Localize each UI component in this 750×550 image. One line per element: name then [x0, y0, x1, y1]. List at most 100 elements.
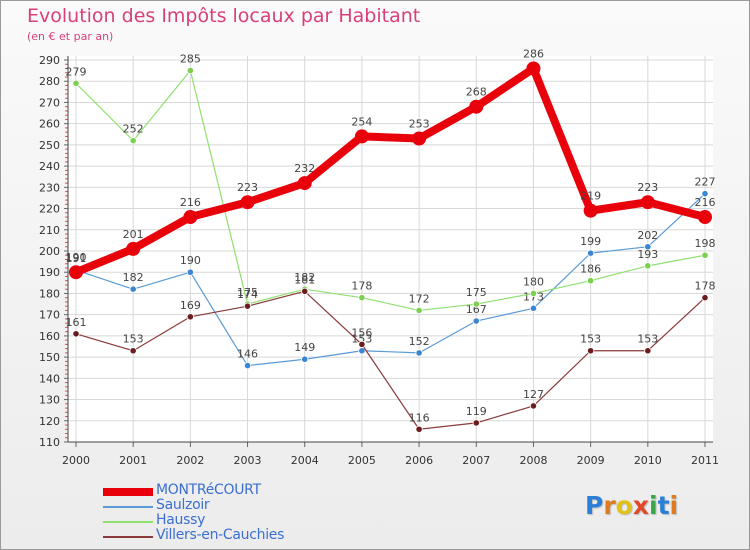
data-point — [129, 137, 137, 145]
data-label: 116 — [409, 411, 430, 424]
data-point — [243, 361, 252, 370]
y-tick-label: 290 — [39, 54, 60, 67]
data-label: 175 — [237, 286, 258, 299]
data-point — [472, 317, 480, 325]
data-point — [301, 287, 309, 295]
legend-swatch — [103, 521, 153, 523]
x-tick-label: 2011 — [691, 454, 719, 467]
y-tick-label: 120 — [39, 415, 60, 428]
data-point — [526, 61, 541, 76]
data-point — [415, 349, 423, 357]
data-label: 180 — [523, 275, 544, 288]
data-point — [358, 294, 366, 302]
data-label: 201 — [123, 228, 144, 241]
plot-area — [68, 56, 713, 442]
data-label: 181 — [294, 273, 315, 286]
data-label: 182 — [123, 271, 144, 284]
data-label: 285 — [180, 53, 201, 66]
data-point — [297, 176, 312, 191]
data-point — [640, 195, 655, 210]
data-label: 232 — [294, 162, 315, 175]
data-label: 119 — [466, 405, 487, 418]
x-tick-label: 2002 — [176, 454, 204, 467]
data-point — [701, 190, 709, 198]
series-villers-en-cauchies: 161 153 169 174 181 156 116 119 127 153 153 178 — [66, 273, 716, 433]
legend-swatch — [103, 488, 153, 496]
x-tick-label: 2005 — [348, 454, 376, 467]
data-label: 252 — [123, 123, 144, 136]
data-point — [644, 243, 652, 251]
y-tick-label: 130 — [39, 394, 60, 407]
data-label: 216 — [180, 196, 201, 209]
data-point — [126, 241, 141, 256]
data-label: 202 — [637, 229, 658, 242]
x-tick-label: 2010 — [634, 454, 662, 467]
series-line — [75, 290, 706, 430]
data-point — [72, 79, 80, 87]
data-point — [186, 268, 194, 276]
y-tick-label: 260 — [39, 118, 60, 131]
data-label: 153 — [351, 333, 372, 346]
data-label: 169 — [180, 299, 201, 312]
legend-label: MONTRéCOURT — [156, 482, 261, 498]
data-label: 172 — [409, 292, 430, 305]
chart-title: Evolution des Impôts locaux par Habitant — [27, 5, 421, 27]
data-point — [583, 203, 598, 218]
data-label: 167 — [466, 303, 487, 316]
data-label: 146 — [237, 348, 258, 361]
data-point — [129, 285, 137, 293]
legend-label: Saulzoir — [156, 497, 210, 513]
data-label: 186 — [580, 263, 601, 276]
y-tick-label: 160 — [39, 330, 60, 343]
y-tick-label: 270 — [39, 96, 60, 109]
data-point — [358, 340, 366, 348]
data-point — [186, 67, 194, 75]
x-tick-label: 2000 — [62, 454, 90, 467]
x-tick-label: 2004 — [291, 454, 319, 467]
y-tick-label: 190 — [39, 266, 60, 279]
series-line — [75, 70, 706, 312]
data-point — [644, 347, 652, 355]
y-tick-label: 170 — [39, 309, 60, 322]
data-point — [415, 306, 423, 315]
data-label: 286 — [523, 47, 544, 60]
data-point — [469, 99, 484, 114]
data-label: 219 — [580, 190, 601, 203]
x-tick-label: 2008 — [519, 454, 547, 467]
data-point — [644, 262, 652, 270]
data-point — [69, 265, 83, 280]
data-label: 161 — [66, 316, 87, 329]
series-line — [72, 64, 709, 277]
data-label: 223 — [237, 181, 258, 194]
data-label: 153 — [123, 333, 144, 346]
data-point — [354, 129, 369, 144]
data-label: 190 — [180, 254, 201, 267]
proxiti-logo: Proxiti — [585, 491, 679, 520]
data-point — [412, 131, 427, 146]
legend-label: Haussy — [156, 512, 206, 528]
y-tick-label: 240 — [39, 160, 60, 173]
y-tick-label: 220 — [39, 203, 60, 216]
y-tick-label: 210 — [39, 224, 60, 237]
data-label: 223 — [637, 181, 658, 194]
data-point — [129, 347, 137, 355]
data-label: 193 — [637, 248, 658, 261]
series-line — [75, 193, 706, 367]
data-point — [301, 355, 309, 363]
y-tick-label: 150 — [39, 351, 60, 364]
x-tick-label: 2003 — [234, 454, 262, 467]
data-label: 254 — [351, 115, 372, 128]
data-label: 182 — [294, 271, 315, 284]
data-label: 127 — [523, 388, 544, 401]
x-tick-label: 2001 — [119, 454, 147, 467]
data-point — [701, 294, 709, 302]
data-point — [240, 195, 255, 210]
data-label: 199 — [580, 235, 601, 248]
y-tick-label: 140 — [39, 372, 60, 385]
y-tick-label: 200 — [39, 245, 60, 258]
x-tick-label: 2007 — [462, 454, 490, 467]
data-label: 178 — [351, 280, 372, 293]
chart-subtitle: (en € et par an) — [27, 30, 114, 43]
data-point — [701, 251, 709, 259]
